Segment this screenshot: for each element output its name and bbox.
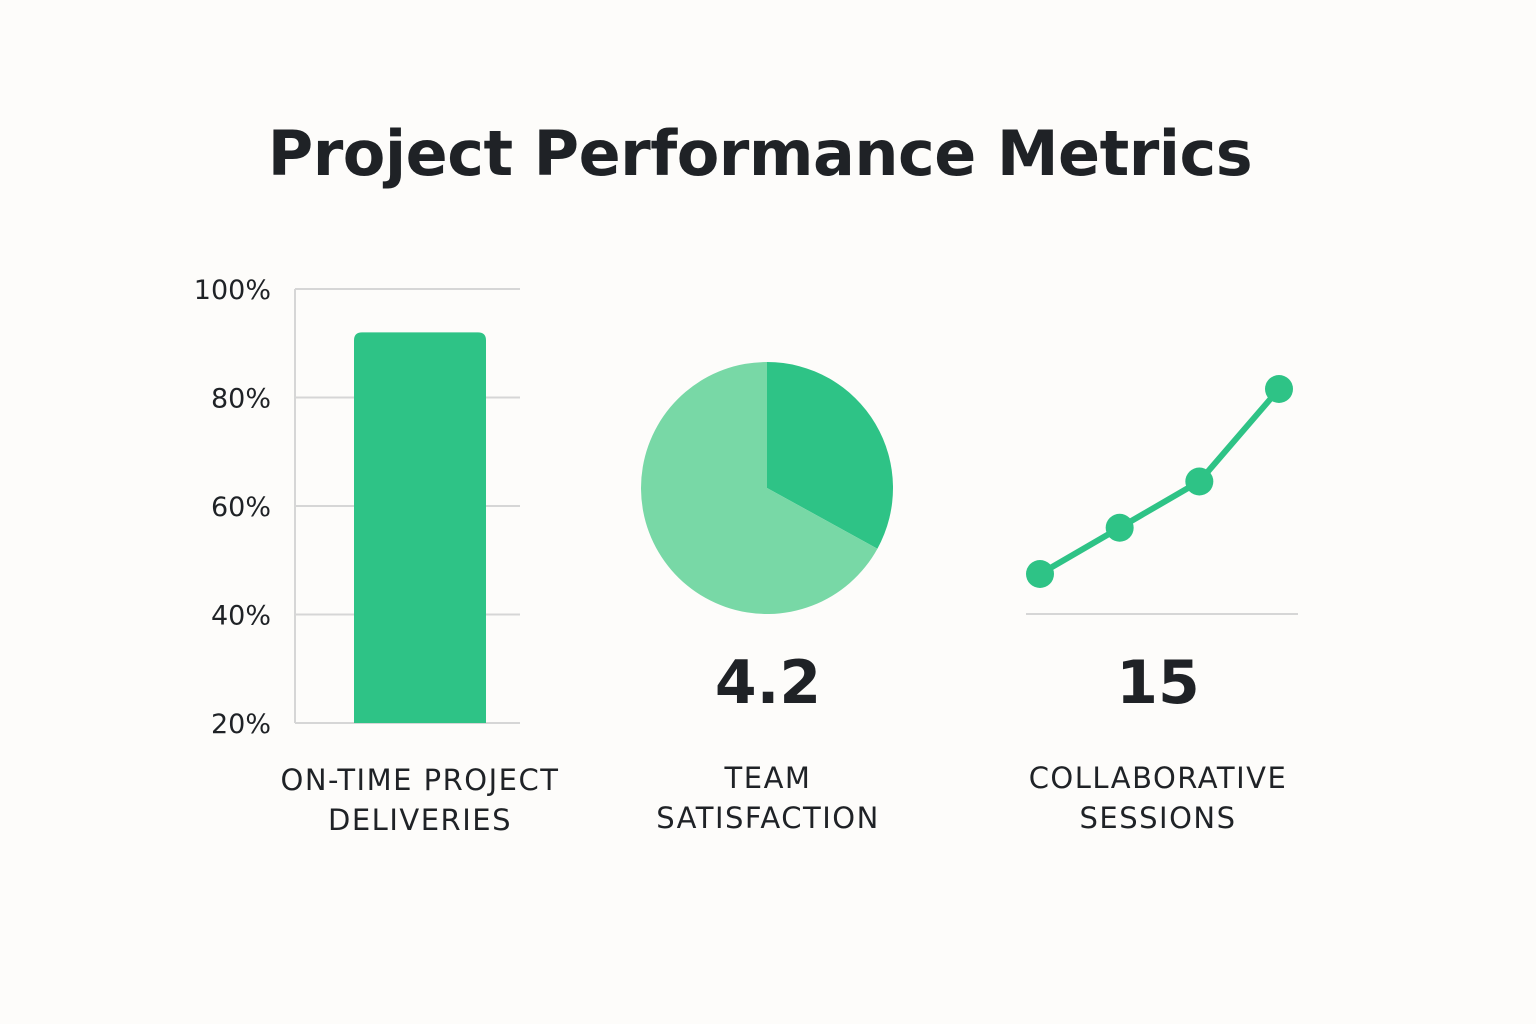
delivery-label-line-2: DELIVERIES bbox=[328, 803, 512, 837]
pie-slice bbox=[641, 362, 878, 615]
sessions-label: COLLABORATIVE SESSIONS bbox=[988, 758, 1328, 838]
satisfaction-value: 4.2 bbox=[714, 648, 822, 718]
y-tick-label: 60% bbox=[211, 492, 271, 523]
satisfaction-label-line-1: TEAM bbox=[724, 761, 812, 795]
data-point bbox=[1026, 560, 1054, 588]
satisfaction-label-line-2: SATISFACTION bbox=[656, 801, 880, 835]
pie-slice bbox=[767, 362, 894, 549]
sessions-label-line-2: SESSIONS bbox=[1079, 801, 1237, 835]
pie-chart-satisfaction bbox=[641, 362, 894, 615]
y-tick-label: 40% bbox=[211, 601, 271, 632]
data-point bbox=[1105, 513, 1134, 542]
bar-chart-delivery: 100% 80% 60% 40% 20% bbox=[194, 275, 520, 740]
sessions-value: 15 bbox=[1116, 648, 1200, 718]
series-line bbox=[1037, 386, 1282, 577]
delivery-label-line-1: ON-TIME PROJECT bbox=[280, 763, 560, 797]
bar bbox=[354, 332, 486, 723]
y-tick-label: 100% bbox=[194, 275, 271, 306]
sessions-label-line-1: COLLABORATIVE bbox=[1028, 761, 1288, 795]
satisfaction-label: TEAM SATISFACTION bbox=[618, 758, 918, 838]
data-point bbox=[1265, 375, 1293, 403]
y-tick-label: 20% bbox=[211, 709, 271, 740]
line-chart-sessions bbox=[1026, 375, 1298, 615]
y-tick-label: 80% bbox=[211, 384, 271, 415]
page-title: Project Performance Metrics bbox=[267, 117, 1253, 190]
data-point bbox=[1185, 467, 1214, 496]
delivery-label: ON-TIME PROJECT DELIVERIES bbox=[250, 760, 590, 840]
